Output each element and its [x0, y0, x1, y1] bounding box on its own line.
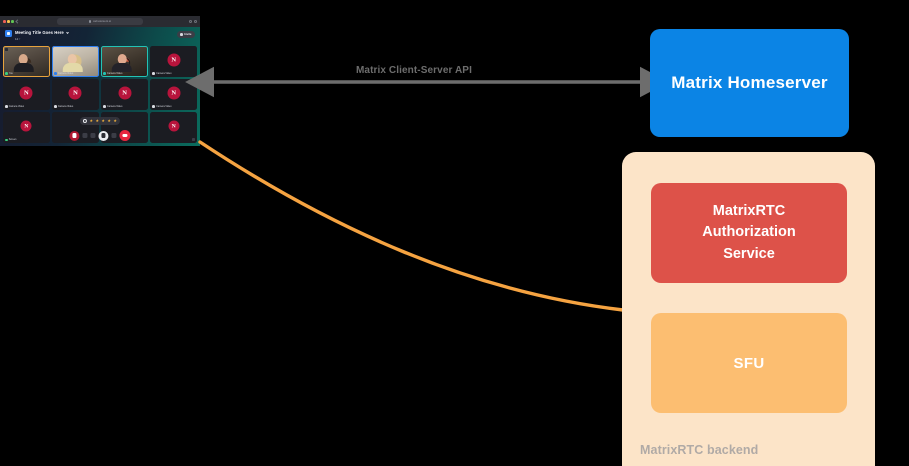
participant-tile[interactable]: N Camera Video: [150, 46, 197, 77]
avatar: N: [19, 86, 33, 100]
reaction-star-icon[interactable]: ★: [113, 117, 118, 123]
mic-icon: [152, 72, 155, 75]
avatar: N: [20, 120, 32, 132]
participant-tile[interactable]: N Camera Video: [52, 79, 99, 110]
avatar: [62, 53, 83, 72]
matrixrtc-backend-label: MatrixRTC backend: [640, 443, 759, 457]
sfu-box[interactable]: SFU: [651, 313, 847, 413]
microphone-toggle[interactable]: [69, 130, 80, 141]
tabs-icon[interactable]: [194, 20, 197, 23]
participant-name: You: [8, 72, 13, 76]
maximize-window-button[interactable]: [11, 20, 14, 23]
element-call-screenshot[interactable]: call.element.io Meeting Title Goes Here …: [0, 16, 200, 146]
reaction-button[interactable]: [90, 133, 95, 138]
participant-name-badge: Screen: [5, 138, 16, 141]
sfu-label: SFU: [733, 354, 765, 372]
participant-tile[interactable]: N: [150, 112, 197, 143]
participant-name: Screen: [8, 138, 17, 142]
invite-button[interactable]: Invite: [176, 31, 195, 38]
element-call-logo: [5, 30, 12, 37]
screenshare-button[interactable]: [82, 133, 88, 138]
avatar: N: [68, 86, 82, 100]
matrixrtc-authorization-service-box[interactable]: MatrixRTC Authorization Service: [651, 183, 847, 283]
participant-tile[interactable]: You: [3, 46, 50, 77]
pin-icon[interactable]: [191, 137, 195, 141]
media-connector-curve: [198, 140, 625, 312]
mic-icon: [103, 105, 106, 109]
camera-toggle[interactable]: [98, 130, 109, 141]
call-controls[interactable]: [69, 130, 131, 141]
participant-name-badge: Camera Video: [5, 105, 24, 108]
matrix-api-label: Matrix Client-Server API: [356, 65, 472, 76]
address-bar[interactable]: call.element.io: [57, 18, 143, 25]
lock-icon: [88, 20, 92, 23]
participant-name-badge: Camera Video: [103, 105, 122, 108]
reaction-star-icon[interactable]: ★: [107, 117, 112, 123]
mic-icon: [5, 138, 8, 142]
avatar: [13, 53, 34, 72]
matrix-homeserver-box[interactable]: Matrix Homeserver: [650, 29, 849, 137]
reaction-star-icon[interactable]: ★: [101, 117, 106, 123]
participant-name: Camera Video: [107, 72, 123, 76]
matrix-homeserver-label: Matrix Homeserver: [671, 73, 828, 92]
browser-toolbar: call.element.io: [0, 16, 200, 27]
reaction-star-icon[interactable]: ★: [89, 117, 94, 123]
avatar: N: [167, 86, 181, 100]
mic-icon: [5, 72, 8, 75]
avatar: N: [167, 53, 181, 67]
participant-name-badge: You: [5, 72, 13, 75]
emoji-picker-icon[interactable]: [82, 118, 88, 124]
reaction-star-icon[interactable]: ★: [95, 117, 100, 123]
participant-name: Camera Video: [8, 105, 25, 109]
settings-button[interactable]: [111, 133, 117, 138]
mic-icon: [103, 72, 106, 75]
meeting-title: Meeting Title Goes Here: [15, 30, 69, 35]
mic-icon: [54, 72, 57, 75]
participant-name-badge: Camera Video: [54, 72, 73, 75]
mic-icon: [152, 105, 155, 109]
share-icon[interactable]: [189, 20, 192, 23]
participant-tile[interactable]: N Screen: [3, 112, 50, 143]
hangup-button[interactable]: [119, 130, 131, 141]
participant-name: Camera Video: [57, 105, 74, 109]
participant-name-badge: Camera Video: [152, 105, 171, 108]
window-traffic-lights[interactable]: [3, 20, 14, 23]
address-bar-url: call.element.io: [93, 19, 112, 23]
participant-name: Camera Video: [107, 105, 123, 109]
chevron-down-icon[interactable]: [65, 30, 69, 35]
participant-tile[interactable]: Camera Video: [101, 46, 148, 77]
avatar: N: [168, 120, 180, 132]
minimize-window-button[interactable]: [7, 20, 10, 23]
call-header: Meeting Title Goes Here 12 ↑ Invite: [0, 27, 200, 44]
participant-name-badge: Camera Video: [103, 72, 122, 75]
invite-button-label: Invite: [184, 32, 192, 37]
participant-name: Camera Video: [57, 72, 74, 76]
participant-tile[interactable]: N Camera Video: [150, 79, 197, 110]
avatar: [111, 53, 132, 72]
participant-tile[interactable]: N Camera Video: [101, 79, 148, 110]
back-chevron-icon[interactable]: [15, 19, 21, 24]
participant-tile[interactable]: Camera Video: [52, 46, 99, 77]
browser-toolbar-actions[interactable]: [189, 20, 197, 23]
call-viewport: Meeting Title Goes Here 12 ↑ Invite Y: [0, 27, 200, 146]
invite-icon: [180, 32, 183, 36]
close-window-button[interactable]: [3, 20, 6, 23]
meeting-subtitle: 12 ↑: [15, 36, 21, 41]
participant-grid: You Camera Video: [3, 46, 197, 143]
avatar: N: [118, 86, 132, 100]
participant-name-badge: Camera Video: [54, 105, 73, 108]
mic-icon: [54, 105, 57, 109]
mic-icon: [5, 105, 8, 109]
participant-name: Camera Video: [156, 72, 172, 76]
meeting-meta: Meeting Title Goes Here 12 ↑: [15, 30, 69, 41]
participant-tile[interactable]: N Camera Video: [3, 79, 50, 110]
participant-name: Camera Video: [156, 105, 172, 109]
pin-icon[interactable]: [5, 48, 9, 52]
participant-name-badge: Camera Video: [152, 72, 171, 75]
matrixrtc-authorization-service-label: MatrixRTC Authorization Service: [702, 203, 796, 262]
reaction-picker-bar[interactable]: ★ ★ ★ ★ ★: [79, 117, 121, 125]
